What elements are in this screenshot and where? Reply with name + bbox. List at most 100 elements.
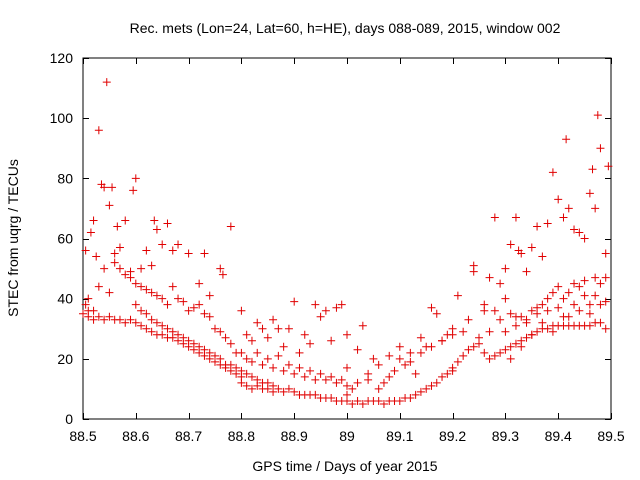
data-point — [406, 357, 415, 366]
data-point — [485, 354, 494, 363]
data-point — [150, 216, 159, 225]
data-point — [469, 342, 478, 351]
data-point — [596, 300, 605, 309]
data-point — [321, 375, 330, 384]
data-point — [506, 354, 515, 363]
data-point — [242, 369, 251, 378]
data-point — [596, 279, 605, 288]
data-point — [591, 291, 600, 300]
data-point — [443, 369, 452, 378]
data-point — [570, 225, 579, 234]
data-point — [195, 342, 204, 351]
data-point — [364, 369, 373, 378]
y-tick-label: 120 — [50, 50, 74, 66]
data-point — [427, 303, 436, 312]
data-point — [142, 309, 151, 318]
y-tick-label: 20 — [57, 351, 73, 367]
data-point — [79, 309, 87, 318]
data-point — [348, 384, 357, 393]
data-point — [564, 204, 573, 213]
data-point — [343, 390, 351, 399]
data-point — [548, 168, 557, 177]
data-point — [226, 339, 235, 348]
data-point — [84, 294, 93, 303]
data-point — [211, 324, 219, 333]
data-point — [274, 384, 283, 393]
data-point — [570, 300, 579, 309]
data-point — [432, 378, 441, 387]
data-point — [601, 273, 610, 282]
data-point — [343, 363, 351, 372]
data-point — [179, 333, 188, 342]
data-point — [81, 246, 90, 255]
data-point — [585, 189, 594, 198]
data-point — [575, 228, 584, 237]
data-point — [168, 246, 177, 255]
data-point — [158, 240, 167, 249]
data-point — [559, 213, 568, 222]
y-axis-label: STEC from uqrg / TECUs — [5, 159, 21, 317]
data-point — [591, 204, 600, 213]
data-point — [247, 372, 256, 381]
data-point — [205, 291, 214, 300]
data-point — [158, 321, 167, 330]
data-point — [126, 273, 135, 282]
data-point — [580, 234, 589, 243]
data-point — [543, 306, 552, 315]
data-point — [179, 297, 188, 306]
data-point — [554, 303, 563, 312]
data-point — [142, 324, 151, 333]
data-point — [596, 318, 605, 327]
data-point — [253, 318, 262, 327]
data-point — [89, 315, 98, 324]
data-point — [137, 321, 146, 330]
data-point — [205, 348, 214, 357]
data-point — [216, 264, 225, 273]
y-tick-labels: 0 20 40 60 80 100 120 — [50, 50, 74, 427]
data-point — [142, 246, 151, 255]
data-point — [221, 333, 230, 342]
data-point — [591, 273, 600, 282]
x-tick-label: 88.8 — [228, 428, 255, 444]
data-point — [218, 270, 227, 279]
data-point — [374, 360, 383, 369]
data-point — [311, 300, 320, 309]
data-point — [432, 309, 441, 318]
data-point — [511, 213, 520, 222]
data-point — [559, 312, 568, 321]
data-point — [517, 312, 526, 321]
data-point — [490, 351, 499, 360]
data-point — [604, 162, 613, 171]
data-point — [205, 312, 214, 321]
data-point — [527, 243, 536, 252]
data-points — [79, 78, 613, 408]
data-point — [522, 333, 531, 342]
x-tick-label: 88.6 — [122, 428, 149, 444]
data-point — [81, 300, 90, 309]
data-point — [274, 324, 283, 333]
data-point — [284, 384, 293, 393]
data-point — [247, 357, 256, 366]
data-point — [548, 288, 557, 297]
data-point — [511, 339, 520, 348]
data-point — [585, 309, 594, 318]
data-point — [453, 357, 462, 366]
data-point — [86, 228, 95, 237]
data-point — [89, 216, 98, 225]
data-point — [406, 348, 415, 357]
data-point — [121, 216, 130, 225]
data-point — [290, 369, 299, 378]
data-point — [189, 303, 198, 312]
data-point — [343, 381, 351, 390]
data-point — [593, 111, 602, 120]
data-point — [485, 273, 494, 282]
data-point — [401, 360, 410, 369]
x-tick-label: 89.2 — [439, 428, 466, 444]
data-point — [411, 369, 420, 378]
data-point — [110, 249, 119, 258]
data-point — [108, 183, 117, 192]
data-point — [379, 399, 388, 408]
data-point — [300, 372, 309, 381]
data-point — [115, 264, 124, 273]
data-point — [253, 348, 262, 357]
